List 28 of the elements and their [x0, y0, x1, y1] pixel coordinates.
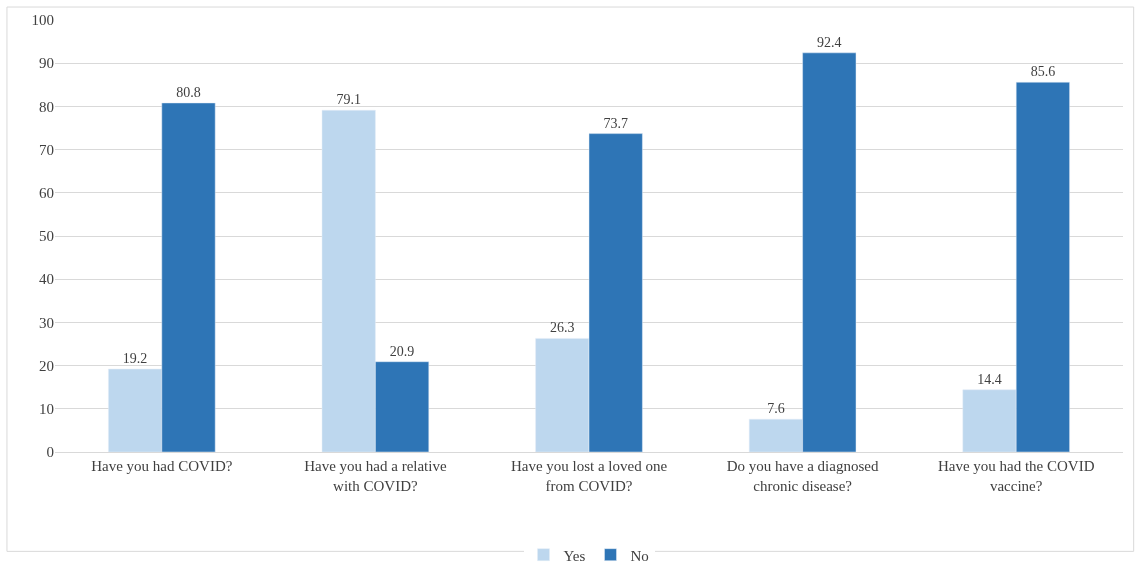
data-label: 92.4 [817, 34, 842, 50]
y-tick-label: 20 [39, 357, 54, 374]
data-label: 19.2 [122, 351, 148, 367]
y-tick-label: 50 [39, 228, 54, 245]
x-tick-label: Do you have a diagnosed chronic disease? [726, 458, 879, 494]
y-tick-label: 10 [39, 401, 54, 418]
y-tick-label: 0 [46, 444, 54, 461]
y-tick-label: 30 [39, 314, 54, 331]
data-label: 14.4 [977, 371, 1002, 387]
data-label: 26.3 [550, 320, 575, 336]
legend-label: No [630, 547, 649, 564]
x-tick-label: Have you had a relative with COVID? [304, 458, 447, 494]
y-tick-label: 70 [39, 141, 54, 158]
legend-label: Yes [563, 547, 586, 564]
data-label: 85.6 [1030, 64, 1056, 80]
y-tick-label: 60 [39, 185, 54, 202]
data-label: 80.8 [176, 84, 201, 100]
y-tick-label: 80 [39, 98, 54, 115]
data-label: 73.7 [603, 115, 628, 131]
data-label: 7.6 [767, 401, 785, 417]
y-tick-label: 90 [39, 55, 54, 72]
x-tick-label: Have you had the COVID vaccine? [937, 458, 1095, 494]
data-label: 20.9 [389, 343, 415, 359]
y-tick-label: 100 [31, 12, 54, 29]
data-label: 79.1 [336, 92, 361, 108]
x-tick-label: Have you lost a loved one from COVID? [510, 458, 668, 494]
y-tick-label: 40 [39, 271, 54, 288]
x-tick-label: Have you had COVID? [91, 458, 233, 474]
